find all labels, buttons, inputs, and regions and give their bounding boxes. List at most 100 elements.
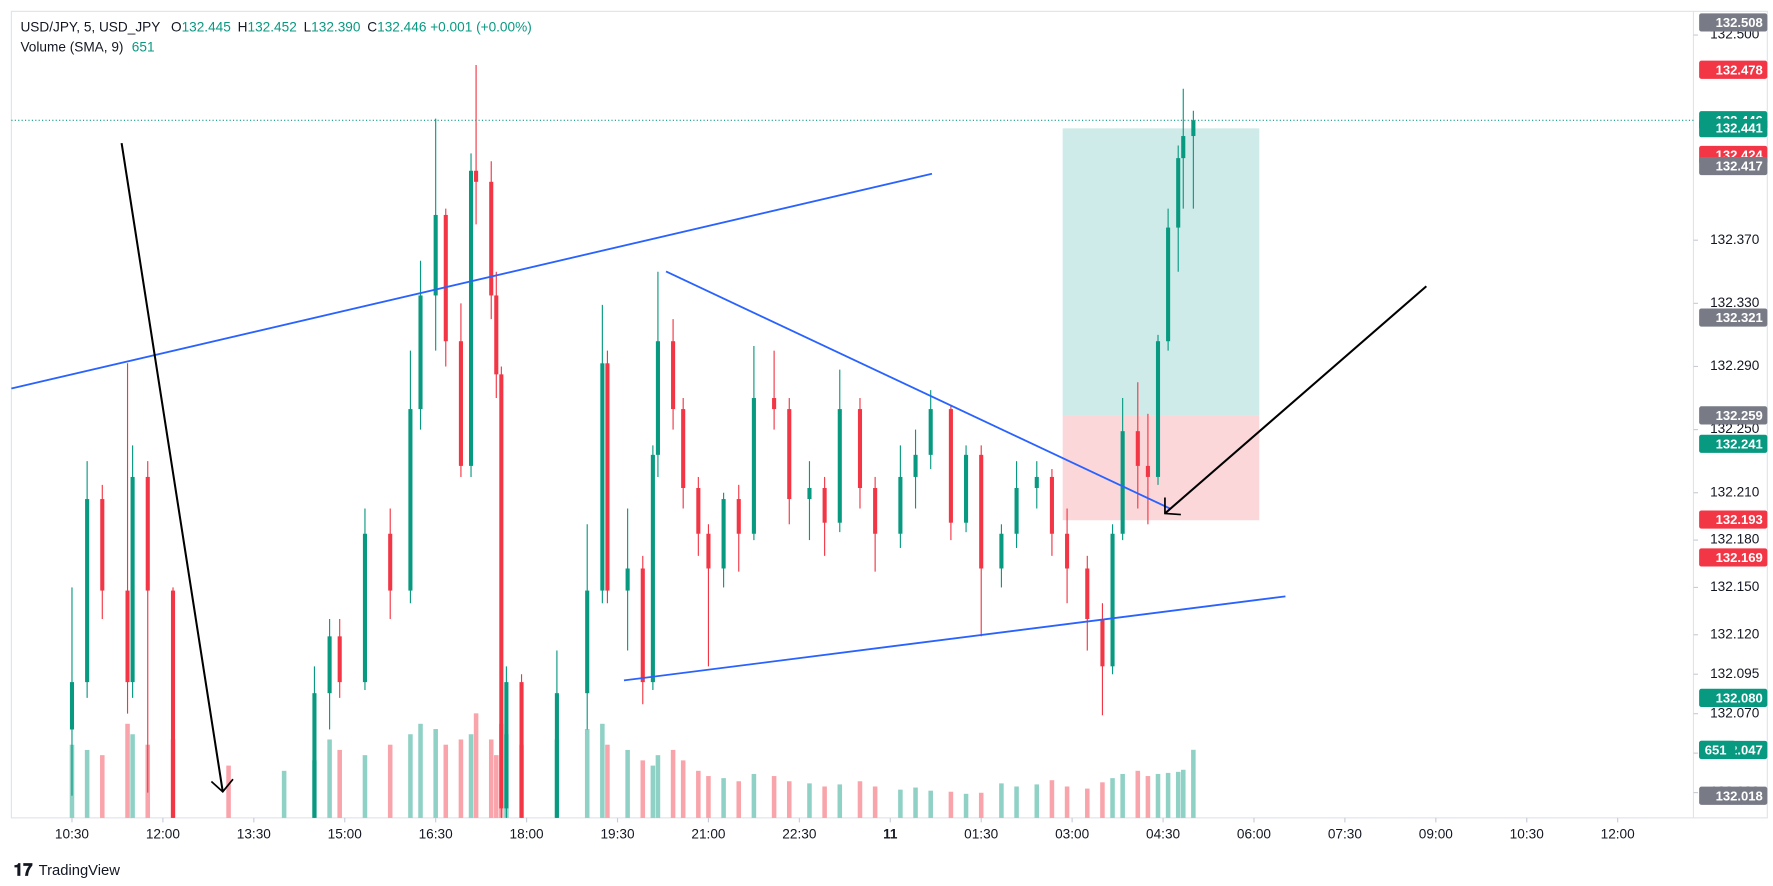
ohlc-value: 132.390 [311, 19, 361, 34]
volume-bar [1155, 773, 1161, 818]
price-tag-label: 132.018 [1716, 788, 1763, 803]
candle-body [979, 454, 984, 569]
volume-bar [1191, 749, 1196, 818]
ohlc-key: H [238, 19, 248, 34]
volume-bar [327, 739, 332, 818]
y-tick-label: 132.210 [1710, 484, 1760, 499]
candle-body [474, 170, 479, 182]
volume-bar [1034, 784, 1040, 818]
candle-body [736, 499, 741, 534]
brand: 𝟏𝟕 TradingView [14, 861, 121, 880]
y-tick-label: 132.150 [1710, 579, 1760, 594]
candle-body [772, 398, 777, 410]
candle-body [85, 499, 90, 683]
ohlc-key: C [367, 19, 377, 34]
volume-bar [948, 791, 954, 818]
x-tick-label: 09:00 [1419, 826, 1454, 841]
volume-legend: Volume (SMA, 9) 651 [20, 39, 154, 54]
candle-body [145, 476, 150, 591]
candle-body [787, 409, 792, 500]
candle-body [554, 693, 559, 818]
x-tick-label: 12:00 [1601, 826, 1636, 841]
price-tag [1699, 510, 1768, 529]
y-tick-label: 132.330 [1710, 295, 1760, 310]
candle-body [655, 341, 660, 455]
volume-bar [736, 781, 742, 818]
candle-body [227, 856, 231, 886]
price-tag [1699, 688, 1768, 707]
candle-body [1191, 120, 1196, 137]
volume-bar [387, 744, 393, 818]
price-tag [1699, 786, 1768, 805]
volume-bar [488, 739, 494, 818]
volume-bar [696, 770, 701, 818]
candle-body [857, 409, 863, 488]
x-tick-label: 16:30 [419, 826, 454, 841]
x-tick-label: 06:00 [1237, 826, 1272, 841]
candle-body [494, 295, 499, 375]
price-tag-label: 132.259 [1716, 408, 1763, 423]
ohlc-value: 132.452 [248, 19, 297, 34]
volume-bar [1120, 773, 1125, 818]
candle-body [681, 409, 686, 488]
candle-body [999, 533, 1004, 569]
volume-bar [872, 786, 878, 818]
candle-body [706, 533, 711, 569]
candle-body [964, 454, 969, 523]
candle-body [468, 170, 474, 466]
candle-body [282, 840, 286, 886]
arrow-head [1164, 497, 1181, 516]
price-tag [1699, 119, 1768, 138]
drawings [11, 142, 1428, 793]
candle-body [69, 682, 75, 730]
candle-body [898, 476, 903, 534]
candle-body [751, 398, 756, 534]
volume-tag [1699, 740, 1736, 759]
volume-bar [1064, 786, 1070, 818]
candle-body [696, 487, 701, 534]
candle-body [671, 341, 676, 410]
candle-body [837, 409, 842, 523]
ohlc-value: 132.446 [377, 19, 426, 34]
volume-bar [468, 734, 474, 818]
volume-bar [898, 789, 903, 818]
candle-body [125, 590, 130, 683]
candle-body [1176, 158, 1181, 228]
candle-body [1085, 568, 1090, 619]
volume-bar [721, 778, 726, 818]
candle-body [1120, 431, 1125, 534]
brand-logo: 𝟏𝟕 [14, 861, 33, 880]
volume-bar [1110, 778, 1115, 818]
candle-body [1166, 227, 1171, 342]
volume-bar [125, 723, 130, 818]
y-tick-label: 132.290 [1710, 358, 1760, 373]
volume-bar [786, 781, 792, 818]
candle-body [1110, 533, 1115, 667]
volume-bar [807, 783, 812, 818]
candle-body [928, 409, 933, 455]
candle-body [458, 341, 463, 466]
candle-body [499, 374, 504, 809]
price-tag-label: 132.321 [1716, 310, 1763, 325]
candle-body [337, 636, 342, 683]
candle-body [1034, 476, 1039, 488]
volume-bar [857, 781, 863, 818]
volume-bar [680, 760, 686, 818]
y-tick-label: 132.250 [1710, 421, 1760, 436]
price-tag-label: 132.193 [1716, 512, 1763, 527]
candle-body [1014, 487, 1019, 534]
volume-bar [706, 776, 711, 818]
candle-body [807, 487, 812, 500]
x-tick-label: 19:30 [600, 826, 635, 841]
candle-body [1100, 618, 1105, 667]
volume-bar [963, 793, 969, 818]
x-tick-label: 01:30 [964, 826, 999, 841]
volume-bar [100, 755, 105, 818]
price-axis: 132.500132.370132.330132.290132.250132.2… [55, 13, 1768, 841]
x-tick-label: 21:00 [691, 826, 726, 841]
trend-line [11, 172, 933, 390]
volume-bar [1135, 770, 1141, 818]
volume-bar [418, 723, 423, 818]
candle-body [822, 487, 827, 523]
